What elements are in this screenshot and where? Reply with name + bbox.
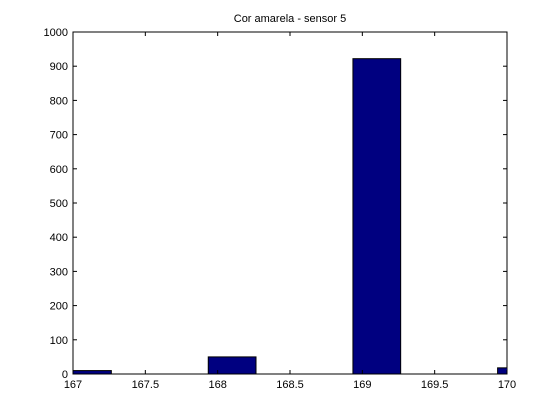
histogram-bar-1 [73, 370, 112, 374]
x-tick-label: 167 [64, 379, 82, 391]
y-tick-label: 400 [50, 232, 68, 244]
y-tick-label: 1000 [44, 27, 68, 39]
x-tick-label: 170 [498, 379, 516, 391]
chart-title: Cor amarela - sensor 5 [234, 13, 347, 25]
y-tick-label: 800 [50, 95, 68, 107]
x-tick-label: 169.5 [421, 379, 449, 391]
x-tick-label: 167.5 [132, 379, 160, 391]
bars-layer [73, 58, 507, 374]
x-tick-label: 168.5 [276, 379, 304, 391]
y-tick-label: 900 [50, 61, 68, 73]
y-tick-label: 700 [50, 130, 68, 142]
x-tick-label: 168 [208, 379, 226, 391]
y-tick-label: 200 [50, 301, 68, 313]
y-tick-label: 100 [50, 335, 68, 347]
histogram-bar-2 [207, 356, 257, 374]
y-tick-label: 600 [50, 164, 68, 176]
y-tick-label: 300 [50, 266, 68, 278]
y-tick-label: 0 [62, 369, 68, 381]
y-tick-label: 500 [50, 198, 68, 210]
plot-area [72, 31, 508, 375]
histogram-bar-4 [497, 367, 507, 374]
x-tick-label: 169 [353, 379, 371, 391]
histogram-bar-3 [352, 58, 402, 374]
ticks-layer: 167 167.5 168 168.5 169 169.5 170 0 100 200 300 400… [44, 27, 517, 391]
